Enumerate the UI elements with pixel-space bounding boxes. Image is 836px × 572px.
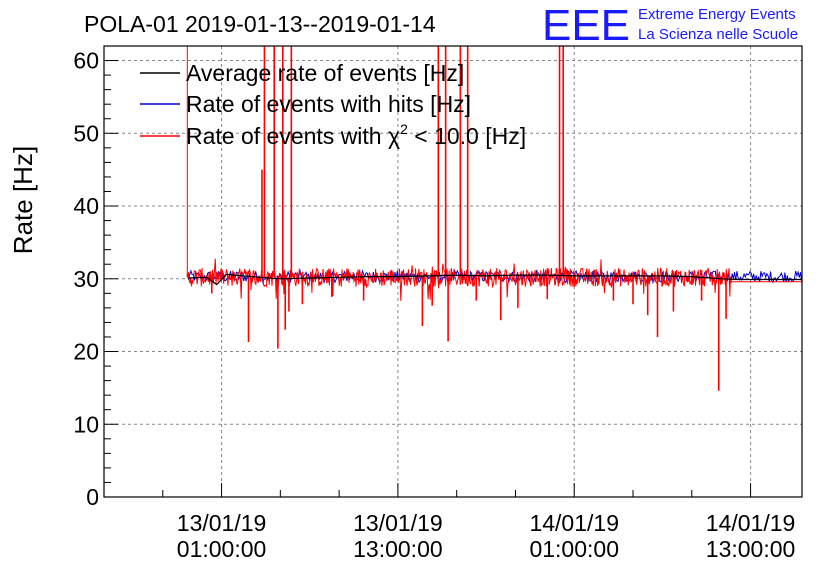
y-tick-label: 30 <box>73 266 99 292</box>
x-tick-label-time: 01:00:00 <box>177 536 267 562</box>
eee-logo-line1: Extreme Energy Events <box>638 6 796 23</box>
y-axis-label: Rate [Hz] <box>8 146 38 254</box>
y-tick-label: 60 <box>73 48 99 74</box>
chart-title: POLA-01 2019-01-13--2019-01-14 <box>84 11 436 37</box>
axes: 010203040506013/01/1901:00:0013/01/1913:… <box>73 45 796 562</box>
x-tick-label-date: 13/01/19 <box>177 510 267 536</box>
x-tick-label-date: 14/01/19 <box>529 510 619 536</box>
x-tick-label-time: 13:00:00 <box>353 536 443 562</box>
y-tick-label: 50 <box>73 120 99 146</box>
y-tick-label: 40 <box>73 193 99 219</box>
y-tick-label: 0 <box>86 484 99 510</box>
series-line-average <box>188 273 802 286</box>
eee-logo-line2: La Scienza nelle Scuole <box>638 26 798 43</box>
legend-chi2-suffix: < 10.0 [Hz] <box>408 123 526 149</box>
legend-label-average: Average rate of events [Hz] <box>186 60 464 86</box>
y-tick-label: 10 <box>73 411 99 437</box>
legend-chi2-prefix: Rate of events with <box>186 123 388 149</box>
x-tick-label-date: 13/01/19 <box>353 510 443 536</box>
legend-label-hits: Rate of events with hits [Hz] <box>186 91 471 117</box>
x-tick-label-date: 14/01/19 <box>706 510 796 536</box>
y-tick-label: 20 <box>73 339 99 365</box>
x-tick-label-time: 13:00:00 <box>706 536 796 562</box>
legend: Average rate of events [Hz] Rate of even… <box>140 60 526 149</box>
legend-label-chi2: Rate of events with χ2 < 10.0 [Hz] <box>186 121 526 149</box>
legend-chi2-symbol: χ <box>388 123 400 149</box>
plot-frame <box>103 45 803 498</box>
legend-chi2-sup: 2 <box>400 121 408 137</box>
x-tick-label-time: 01:00:00 <box>529 536 619 562</box>
series-layer <box>186 46 803 391</box>
eee-logo: EEE Extreme Energy Events La Scienza nel… <box>542 1 798 50</box>
eee-logo-mark: EEE <box>542 1 630 50</box>
